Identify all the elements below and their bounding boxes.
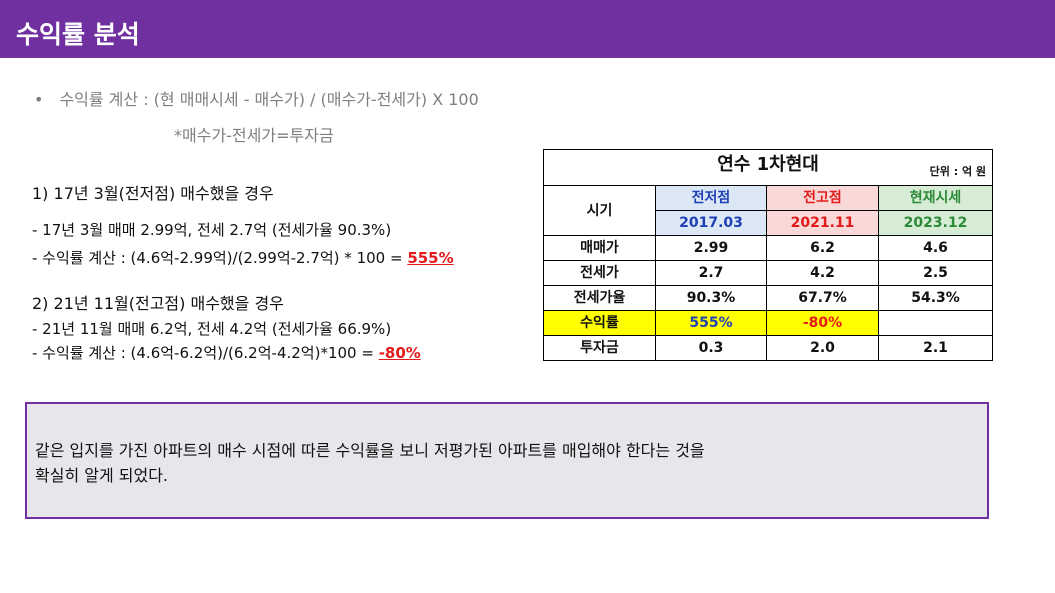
col-header-low: 전저점: [655, 185, 767, 211]
table-title: 연수 1차현대: [717, 154, 819, 175]
case1-line1: - 17년 3월 매매 2.99억, 전세 2.7억 (전세가율 90.3%): [32, 221, 392, 239]
conclusion-box: 같은 입지를 가진 아파트의 매수 시점에 따른 수익률을 보니 저평가된 아파…: [25, 402, 989, 519]
table-cell: [877, 310, 994, 336]
table-cell: 4.2: [766, 260, 879, 286]
table-cell: 4.6: [877, 235, 994, 261]
conclusion-text: 같은 입지를 가진 아파트의 매수 시점에 따른 수익률을 보니 저평가된 아파…: [35, 438, 975, 488]
case1-calc-text: - 수익률 계산 : (4.6억-2.99억)/(2.99억-2.7억) * 1…: [32, 249, 408, 267]
row-label: 수익률: [543, 310, 656, 336]
table-cell: 2.1: [877, 335, 994, 361]
table-cell: 67.7%: [766, 285, 879, 311]
case1-heading: 1) 17년 3월(전저점) 매수했을 경우: [32, 184, 274, 203]
table-cell: 2.7: [655, 260, 767, 286]
table-cell: 6.2: [766, 235, 879, 261]
table-title-cell: 연수 1차현대 단위 : 억 원: [542, 149, 994, 186]
table-cell: 2.99: [655, 235, 767, 261]
case2-line2: - 수익률 계산 : (4.6억-6.2억)/(6.2억-4.2억)*100 =…: [32, 343, 421, 363]
table-cell: -80%: [766, 310, 879, 336]
case2-heading: 2) 21년 11월(전고점) 매수했을 경우: [32, 294, 284, 313]
table-row-return: 수익률 555% -80%: [543, 310, 994, 336]
table-row: 투자금 0.3 2.0 2.1: [543, 335, 994, 361]
col-date-current: 2023.12: [877, 210, 994, 236]
table-unit: 단위 : 억 원: [929, 165, 987, 178]
table-cell: 2.5: [877, 260, 994, 286]
table-cell: 2.0: [766, 335, 879, 361]
table-cell: 54.3%: [877, 285, 994, 311]
page-title: 수익률 분석: [16, 20, 140, 49]
table-row: 전세가율 90.3% 67.7% 54.3%: [543, 285, 994, 311]
period-label: 시기: [543, 185, 656, 236]
bullet: •: [34, 90, 44, 109]
table-cell: 0.3: [655, 335, 767, 361]
col-date-low: 2017.03: [655, 210, 767, 236]
conclusion-line2: 확실히 알게 되었다.: [35, 466, 169, 485]
table-row: 전세가 2.7 4.2 2.5: [543, 260, 994, 286]
case1-result: 555%: [407, 249, 454, 267]
formula-note: *매수가-전세가=투자금: [174, 126, 334, 145]
price-table: 연수 1차현대 단위 : 억 원 시기 전저점 전고점 현재시세 2017.03…: [542, 149, 994, 361]
table-row: 매매가 2.99 6.2 4.6: [543, 235, 994, 261]
row-label: 전세가율: [543, 285, 656, 311]
case2-line1: - 21년 11월 매매 6.2억, 전세 4.2억 (전세가율 66.9%): [32, 320, 392, 338]
row-label: 투자금: [543, 335, 656, 361]
case1-line2: - 수익률 계산 : (4.6억-2.99억)/(2.99억-2.7억) * 1…: [32, 248, 454, 268]
formula-line: • 수익률 계산 : (현 매매시세 - 매수가) / (매수가-전세가) X 1…: [34, 89, 479, 111]
table-cell: 90.3%: [655, 285, 767, 311]
formula-text: 수익률 계산 : (현 매매시세 - 매수가) / (매수가-전세가) X 10…: [59, 90, 479, 109]
table-cell: 555%: [655, 310, 767, 336]
row-label: 매매가: [543, 235, 656, 261]
conclusion-line1: 같은 입지를 가진 아파트의 매수 시점에 따른 수익률을 보니 저평가된 아파…: [35, 441, 705, 460]
col-header-current: 현재시세: [877, 185, 994, 211]
case2-calc-text: - 수익률 계산 : (4.6억-6.2억)/(6.2억-4.2억)*100 =: [32, 344, 379, 362]
row-label: 전세가: [543, 260, 656, 286]
col-header-high: 전고점: [766, 185, 879, 211]
col-date-high: 2021.11: [766, 210, 879, 236]
case2-result: -80%: [378, 344, 421, 362]
title-bar: 수익률 분석: [0, 0, 1055, 58]
